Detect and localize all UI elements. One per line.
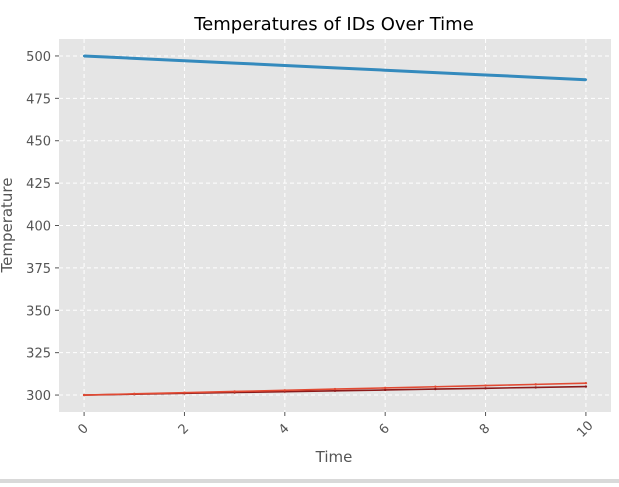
data-point [484, 387, 487, 390]
data-point [82, 393, 86, 397]
data-point [584, 78, 588, 81]
data-point [434, 385, 437, 388]
data-point [383, 386, 387, 390]
data-point [233, 61, 236, 65]
data-point [333, 387, 337, 391]
data-point [383, 68, 387, 72]
data-point [233, 390, 236, 393]
data-point [584, 385, 588, 388]
data-point [82, 54, 86, 58]
x-tick-label: 4 [276, 421, 292, 437]
y-tick-label: 400 [26, 220, 51, 235]
x-tick-label: 8 [477, 421, 493, 437]
data-point [434, 71, 437, 74]
y-axis: 300 325 350 375 400 425 450 475 500 [26, 50, 59, 404]
data-point [434, 387, 437, 391]
data-point [333, 66, 337, 70]
data-point [133, 392, 136, 396]
data-point [183, 59, 186, 62]
y-tick-label: 425 [26, 177, 51, 192]
series-layer [82, 54, 588, 397]
y-tick-label: 350 [26, 304, 51, 319]
data-point [283, 64, 287, 67]
data-point [383, 388, 387, 392]
data-point [133, 57, 136, 60]
bottom-divider [0, 479, 619, 483]
data-point [534, 76, 537, 79]
data-point [484, 384, 487, 387]
y-tick-label: 500 [26, 50, 51, 65]
x-tick-label: 2 [176, 421, 192, 437]
y-tick-label: 475 [26, 92, 51, 107]
y-tick-label: 325 [26, 347, 51, 362]
data-point [534, 383, 537, 386]
y-tick-label: 375 [26, 262, 51, 277]
y-tick-label: 300 [26, 389, 51, 404]
data-point [333, 389, 337, 393]
data-point [183, 391, 186, 394]
data-point [534, 386, 537, 389]
y-axis-label: Temperature [0, 177, 16, 273]
x-tick-label: 6 [376, 421, 392, 437]
data-point [584, 381, 588, 385]
y-tick-label: 450 [26, 135, 51, 150]
data-point [283, 389, 287, 392]
data-point [484, 73, 487, 77]
x-axis-label: Time [315, 448, 353, 466]
grid [59, 39, 611, 412]
chart-title: Temperatures of IDs Over Time [193, 14, 474, 35]
x-tick-label: 0 [75, 421, 91, 437]
x-axis: 0 2 4 6 8 10 [75, 412, 597, 441]
x-tick-label: 10 [574, 418, 596, 440]
